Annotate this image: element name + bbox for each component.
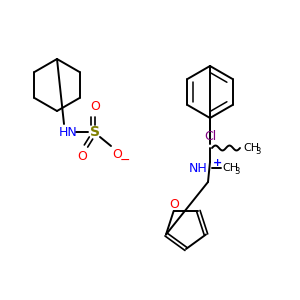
Text: 3: 3 — [234, 167, 239, 176]
Text: O: O — [90, 100, 100, 112]
Text: 3: 3 — [255, 148, 260, 157]
Text: O: O — [77, 151, 87, 164]
Text: +: + — [213, 158, 223, 168]
Text: O: O — [170, 197, 180, 211]
Text: HN: HN — [58, 125, 77, 139]
Text: Cl: Cl — [204, 130, 216, 142]
Text: CH: CH — [222, 163, 238, 173]
Text: O: O — [112, 148, 122, 161]
Text: S: S — [90, 125, 100, 139]
Text: −: − — [120, 154, 130, 166]
Text: CH: CH — [243, 143, 259, 153]
Text: NH: NH — [189, 161, 208, 175]
